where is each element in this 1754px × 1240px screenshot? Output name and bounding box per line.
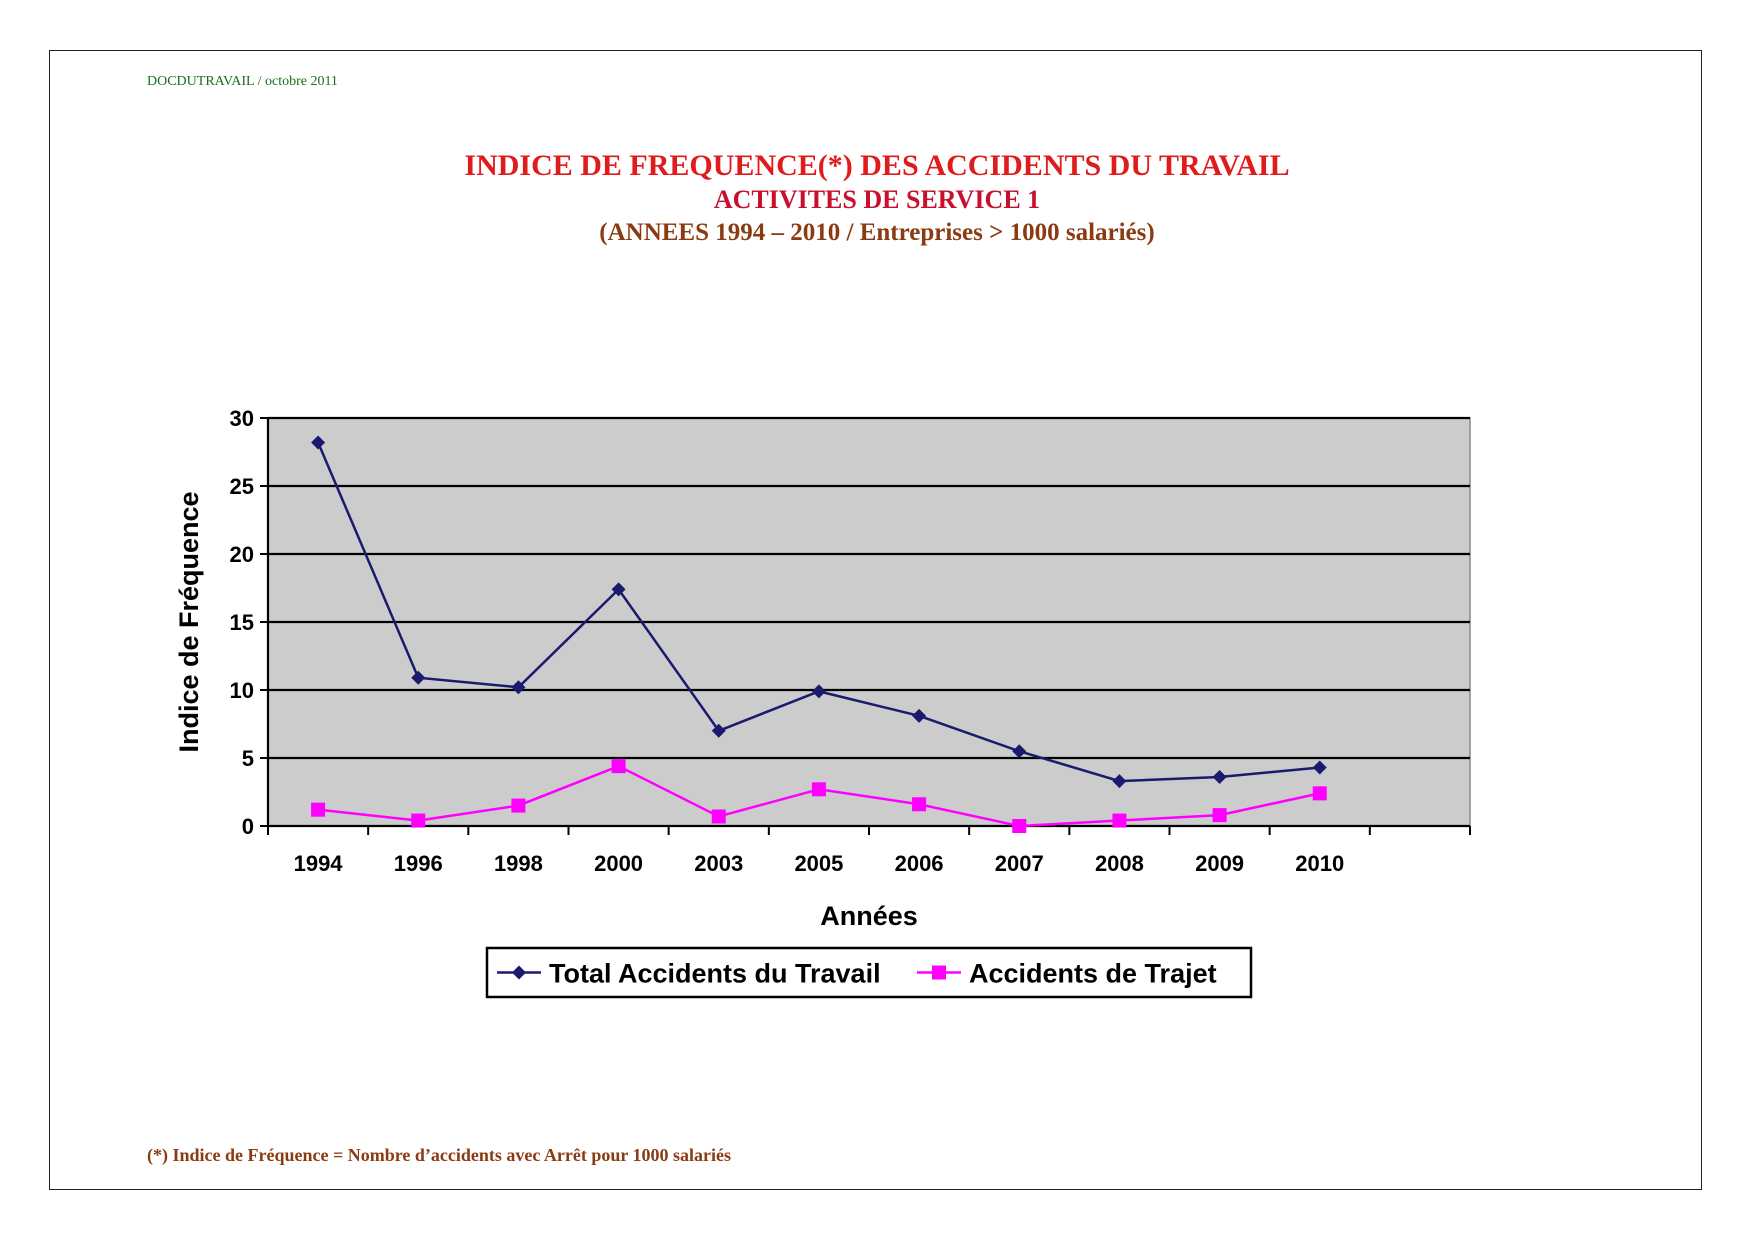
- title-block: INDICE DE FREQUENCE(*) DES ACCIDENTS DU …: [0, 148, 1754, 250]
- data-point: [411, 670, 426, 685]
- x-tick-label: 2008: [1095, 851, 1144, 876]
- data-point: [311, 435, 326, 450]
- footnote: (*) Indice de Fréquence = Nombre d’accid…: [147, 1145, 731, 1165]
- y-tick-label: 0: [242, 814, 254, 839]
- series-layer: [311, 435, 1327, 833]
- data-point: [1312, 760, 1327, 775]
- data-point: [811, 782, 826, 797]
- chart-subtitle-2: (ANNEES 1994 – 2010 / Entreprises > 1000…: [599, 219, 1155, 246]
- data-point: [411, 813, 426, 828]
- data-point: [311, 802, 326, 817]
- x-tick-label: 2007: [995, 851, 1044, 876]
- legend-label: Total Accidents du Travail: [549, 959, 881, 989]
- data-point: [1112, 774, 1127, 789]
- data-point: [711, 723, 726, 738]
- y-tick-label: 15: [230, 610, 254, 635]
- x-tick-label: 1994: [294, 851, 344, 876]
- y-tick-labels: 0 5 10 15 20 25 30: [230, 406, 254, 839]
- data-point: [811, 684, 826, 699]
- y-tick-label: 30: [230, 406, 254, 431]
- x-tick-label: 1996: [394, 851, 443, 876]
- legend-label: Accidents de Trajet: [969, 959, 1217, 989]
- data-point: [1212, 770, 1227, 785]
- legend: Total Accidents du Travail Accidents de T…: [485, 946, 1253, 999]
- x-tick-labels: 1994 1996 1998 2000 2003 2005 2006 2007 2008 2009…: [294, 851, 1345, 876]
- x-tick-label: 2009: [1195, 851, 1244, 876]
- data-point: [511, 798, 526, 813]
- y-tick-label: 25: [230, 474, 254, 499]
- legend-marker: [932, 965, 946, 980]
- y-tick-label: 10: [230, 678, 254, 703]
- x-tick-label: 1998: [494, 851, 543, 876]
- series-1: [311, 435, 1327, 789]
- x-tick-label: 2006: [895, 851, 944, 876]
- legend-marker: [512, 965, 526, 980]
- data-point: [912, 708, 927, 723]
- x-axis-title: Années: [820, 901, 918, 931]
- chart-title: INDICE DE FREQUENCE(*) DES ACCIDENTS DU …: [464, 149, 1290, 182]
- data-point: [1212, 808, 1227, 823]
- x-tick-label: 2003: [694, 851, 743, 876]
- legend-box: [485, 946, 1253, 999]
- data-point: [1012, 819, 1027, 833]
- gridlines: [268, 416, 1470, 760]
- chart-subtitle: ACTIVITES DE SERVICE 1: [713, 185, 1041, 214]
- y-axis-title: Indice de Fréquence: [174, 491, 204, 752]
- series-2: [311, 759, 1327, 833]
- data-point: [1012, 744, 1027, 759]
- data-point: [611, 759, 626, 774]
- header-note: DOCDUTRAVAIL / octobre 2011: [147, 74, 338, 89]
- data-point: [611, 582, 626, 597]
- y-tick-label: 5: [242, 746, 254, 771]
- x-tick-label: 2000: [594, 851, 643, 876]
- x-tick-label: 2005: [794, 851, 843, 876]
- axes: [260, 417, 1471, 835]
- y-tick-label: 20: [230, 542, 254, 567]
- x-tick-label: 2010: [1295, 851, 1344, 876]
- data-point: [1112, 813, 1127, 828]
- data-point: [912, 797, 927, 812]
- data-point: [711, 809, 726, 824]
- data-point: [511, 680, 526, 695]
- data-point: [1312, 786, 1327, 801]
